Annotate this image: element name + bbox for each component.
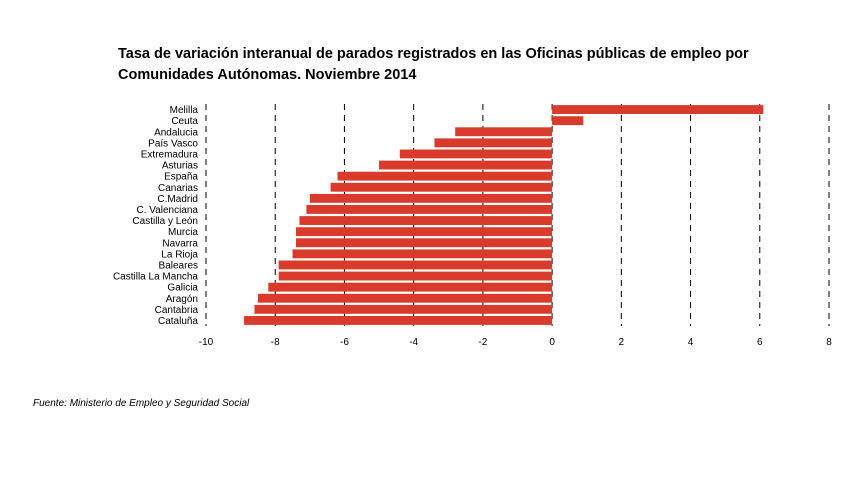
category-label-10: Castilla y León — [132, 216, 198, 227]
x-tick-label-5: 0 — [549, 337, 555, 348]
category-label-8: C.Madrid — [157, 194, 198, 205]
bar-12 — [295, 238, 553, 248]
bar-7 — [330, 182, 553, 192]
bars — [244, 105, 764, 325]
bar-5 — [379, 160, 553, 170]
chart-title: Tasa de variación interanual de parados … — [118, 44, 818, 86]
x-tick-label-3: -4 — [409, 337, 418, 348]
category-label-11: Murcia — [168, 227, 198, 238]
bar-0 — [552, 105, 764, 114]
category-label-16: Galicia — [167, 283, 198, 294]
category-label-7: Canarias — [158, 183, 198, 194]
chart-title-line-1: Tasa de variación interanual de parados … — [118, 46, 749, 62]
grid-lines — [205, 104, 830, 326]
category-label-13: La Rioja — [161, 249, 198, 260]
bar-15 — [278, 271, 553, 281]
bar-16 — [268, 282, 553, 292]
x-tick-label-4: -2 — [478, 337, 487, 348]
bar-2 — [455, 127, 553, 137]
bar-1 — [552, 116, 584, 126]
category-label-12: Navarra — [162, 238, 198, 249]
chart-title-line-2: Comunidades Autónomas. Noviembre 2014 — [118, 67, 417, 83]
category-label-0: Melilla — [170, 105, 199, 116]
bar-11 — [295, 227, 553, 237]
x-tick-label-9: 8 — [826, 337, 832, 348]
bar-9 — [306, 205, 553, 214]
category-label-5: Asturias — [162, 161, 198, 172]
category-label-9: C. Valenciana — [136, 205, 198, 216]
x-tick-label-7: 4 — [688, 337, 694, 348]
category-label-1: Ceuta — [171, 116, 198, 127]
category-label-17: Aragón — [166, 294, 198, 305]
x-tick-labels: -10 -8 -6 -4 -2 0 2 4 6 8 — [199, 337, 832, 348]
bar-14 — [278, 260, 553, 270]
category-label-4: Extremadura — [141, 149, 199, 160]
bar-10 — [299, 216, 553, 225]
category-label-18: Cantabria — [155, 305, 199, 316]
x-tick-label-0: -10 — [199, 337, 214, 348]
category-label-3: País Vasco — [148, 138, 198, 149]
bar-13 — [292, 249, 553, 259]
bar-6 — [337, 171, 553, 181]
bar-17 — [257, 293, 553, 303]
bar-19 — [244, 316, 553, 325]
x-tick-label-8: 6 — [757, 337, 763, 348]
category-label-14: Baleares — [159, 260, 198, 271]
category-label-19: Cataluña — [158, 316, 198, 327]
bar-18 — [254, 304, 553, 314]
x-tick-label-6: 2 — [619, 337, 625, 348]
bar-8 — [309, 193, 553, 203]
bar-4 — [399, 149, 553, 159]
x-tick-label-1: -8 — [271, 337, 280, 348]
bar-3 — [434, 138, 553, 148]
x-tick-label-2: -6 — [340, 337, 349, 348]
category-label-15: Castilla La Mancha — [113, 272, 198, 283]
category-label-6: España — [164, 172, 198, 183]
source-note: Fuente: Ministerio de Empleo y Seguridad… — [33, 398, 250, 409]
category-label-2: Andalucia — [154, 127, 198, 138]
